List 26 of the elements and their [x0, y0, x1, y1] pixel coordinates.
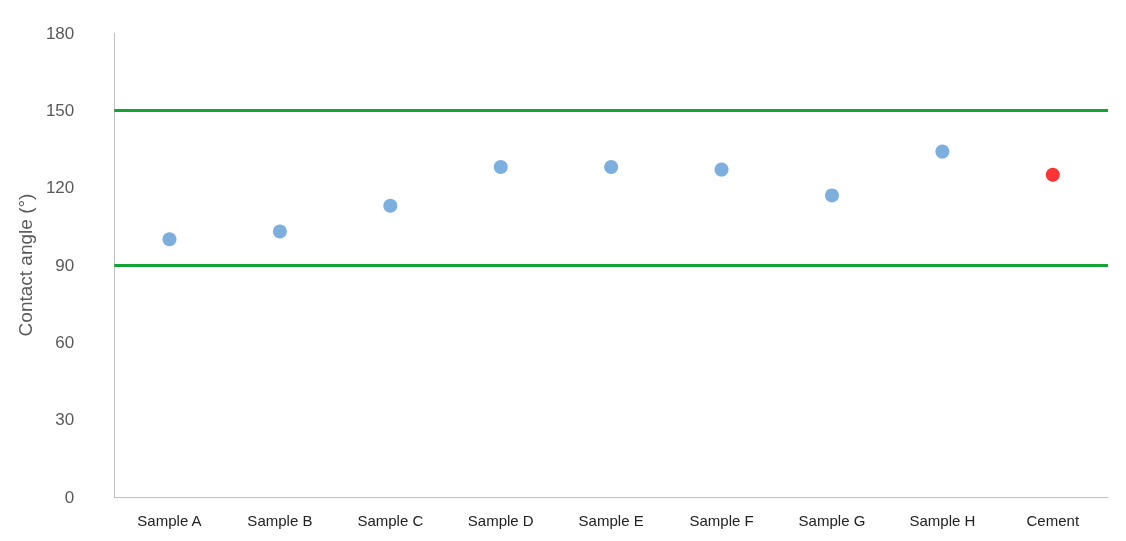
point: [272, 224, 287, 239]
y-tick-label: 60: [55, 332, 75, 352]
y-tick-label: 150: [45, 100, 75, 120]
x-tick-label: Sample F: [689, 512, 754, 529]
point: [935, 144, 950, 159]
x-tick-label: Sample C: [357, 512, 424, 529]
y-tick-label: 120: [45, 178, 75, 198]
x-tick-label: Sample A: [137, 512, 202, 529]
y-tick-label: 90: [55, 255, 75, 275]
point: [604, 160, 619, 175]
point: [493, 160, 508, 175]
point: [714, 162, 729, 177]
y-tick-label: 30: [55, 410, 75, 430]
x-tick-label: Sample D: [467, 512, 534, 529]
point: [383, 198, 398, 213]
x-tick-label: Sample B: [247, 512, 313, 529]
point: [1045, 167, 1060, 182]
x-tick-label: Sample G: [798, 512, 866, 529]
x-tick-label: Sample E: [578, 512, 644, 529]
point: [824, 188, 839, 203]
x-tick-label: Sample H: [909, 512, 976, 529]
y-axis-title: Contact angle (°): [15, 193, 36, 337]
y-tick-label: 0: [64, 487, 75, 507]
x-tick-label: Cement: [1026, 512, 1080, 529]
point: [162, 232, 177, 247]
y-tick-label: 180: [45, 23, 75, 43]
